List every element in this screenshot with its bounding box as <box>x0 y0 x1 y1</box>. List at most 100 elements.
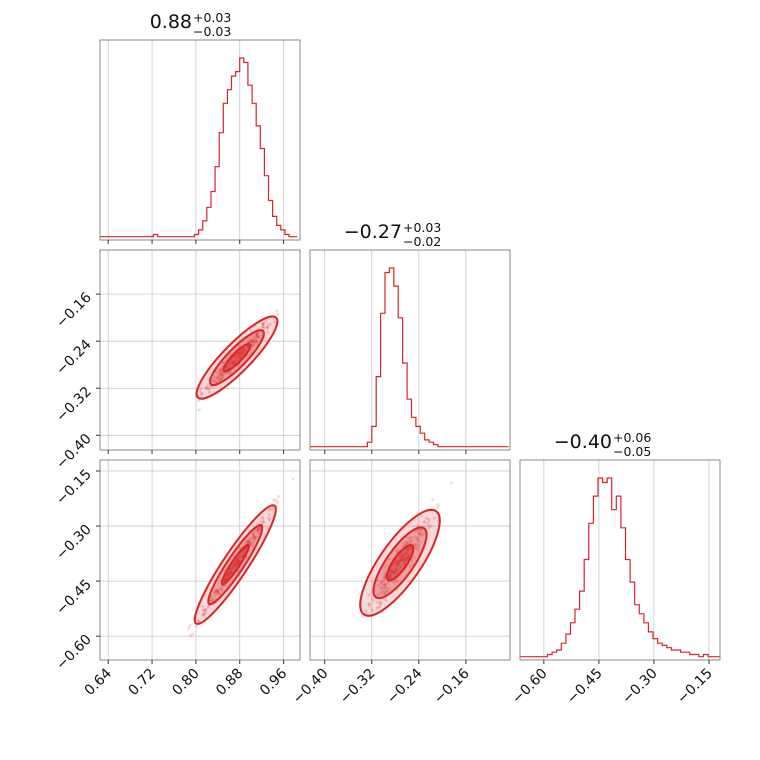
scatter-point <box>245 539 249 543</box>
scatter-point <box>253 340 257 344</box>
scatter-point <box>219 369 222 373</box>
scatter-point <box>387 587 391 591</box>
scatter-point <box>436 503 440 507</box>
scatter-point <box>202 613 206 617</box>
scatter-point <box>265 526 269 530</box>
title-minus-2: −0.05 <box>613 444 651 459</box>
panel-frame-0-0 <box>99 39 301 241</box>
scatter-point <box>426 517 430 521</box>
scatter-point <box>250 344 254 347</box>
scatter-point <box>384 563 388 567</box>
scatter-point <box>195 624 198 628</box>
scatter-point <box>218 592 222 596</box>
scatter-point <box>384 598 388 602</box>
scatter-point <box>255 331 259 335</box>
scatter-point <box>402 542 406 545</box>
scatter-point <box>383 570 386 574</box>
scatter-point <box>203 608 207 611</box>
scatter-point <box>262 321 266 325</box>
scatter-point <box>219 368 223 372</box>
scatter-point <box>203 609 207 612</box>
scatter-point <box>219 586 223 590</box>
scatter-point <box>417 539 421 543</box>
scatter-point <box>251 531 255 535</box>
scatter-point <box>255 340 259 344</box>
scatter-point <box>275 501 279 504</box>
x-tick-label-1-2: −0.24 <box>384 665 426 707</box>
scatter-point <box>247 538 251 542</box>
scatter-point <box>250 537 254 541</box>
scatter-point <box>212 590 216 594</box>
scatter-point <box>380 586 384 590</box>
scatter-point <box>222 360 226 364</box>
scatter-point <box>272 498 276 502</box>
scatter-point <box>215 590 219 593</box>
pair-panel-0 <box>194 309 280 412</box>
contour-line-2 <box>385 544 415 582</box>
scatter-point <box>409 541 413 545</box>
histogram-title-0: 0.88 <box>150 11 192 33</box>
scatter-point <box>204 611 208 615</box>
title-minus-0: −0.03 <box>193 24 231 39</box>
title-minus-1: −0.02 <box>403 234 441 249</box>
scatter-point <box>215 380 219 384</box>
contour-line-2 <box>222 342 252 373</box>
scatter-point <box>408 538 412 542</box>
scatter-point <box>219 373 223 377</box>
scatter-point <box>367 604 371 608</box>
y-tick-label-1-2: −0.24 <box>53 337 95 379</box>
pair-panel-2 <box>359 481 453 618</box>
y-tick-label-1-3: −0.16 <box>53 290 95 332</box>
y-tick-label-2-1: −0.45 <box>53 577 95 619</box>
scatter-point <box>387 557 391 561</box>
scatter-point <box>376 578 380 582</box>
frame-layer <box>99 39 721 661</box>
scatter-point <box>208 384 212 388</box>
scatter-point <box>413 535 417 539</box>
y-tick-label-2-2: −0.30 <box>53 522 95 564</box>
scatter-point <box>254 529 258 533</box>
scatter-point <box>187 626 191 630</box>
scatter-point <box>275 498 278 502</box>
x-tick-label-2-2: −0.30 <box>619 665 661 707</box>
contour-line-1 <box>209 329 265 387</box>
scatter-point <box>206 605 210 609</box>
scatter-point <box>251 341 255 344</box>
scatter-point <box>254 332 258 336</box>
scatter-point <box>383 583 387 587</box>
scatter-point <box>277 495 280 498</box>
scatter-point <box>215 377 219 381</box>
scatter-point <box>431 498 435 501</box>
scatter-point <box>267 512 271 516</box>
scatter-point <box>408 564 412 568</box>
scatter-point <box>247 340 251 344</box>
scatter-point <box>420 534 424 538</box>
scatter-point <box>250 334 254 338</box>
contour-line-0 <box>359 508 441 617</box>
scatter-point <box>261 516 265 520</box>
x-tick-label-2-3: −0.15 <box>674 666 716 708</box>
scatter-point <box>255 528 259 532</box>
scatter-point <box>250 340 254 343</box>
x-tick-label-0-1: 0.72 <box>126 666 159 699</box>
scatter-point <box>201 604 205 608</box>
scatter-point <box>258 526 262 530</box>
contour-fill-2 <box>223 343 251 372</box>
scatter-point <box>252 340 256 344</box>
scatter-point <box>382 585 386 589</box>
scatter-point <box>247 337 250 341</box>
scatter-point <box>405 540 409 544</box>
scatter-point <box>261 322 265 326</box>
scatter-point <box>252 541 255 544</box>
scatter-point <box>416 543 420 547</box>
scatter-point <box>259 520 263 524</box>
scatter-point <box>383 575 387 579</box>
histogram-0 <box>100 57 298 238</box>
scatter-point <box>200 392 204 396</box>
scatter-point <box>219 368 223 371</box>
scatter-point <box>427 526 431 530</box>
scatter-point <box>220 587 224 591</box>
scatter-point <box>255 334 259 338</box>
scatter-point <box>250 339 254 343</box>
scatter-point <box>256 336 260 340</box>
